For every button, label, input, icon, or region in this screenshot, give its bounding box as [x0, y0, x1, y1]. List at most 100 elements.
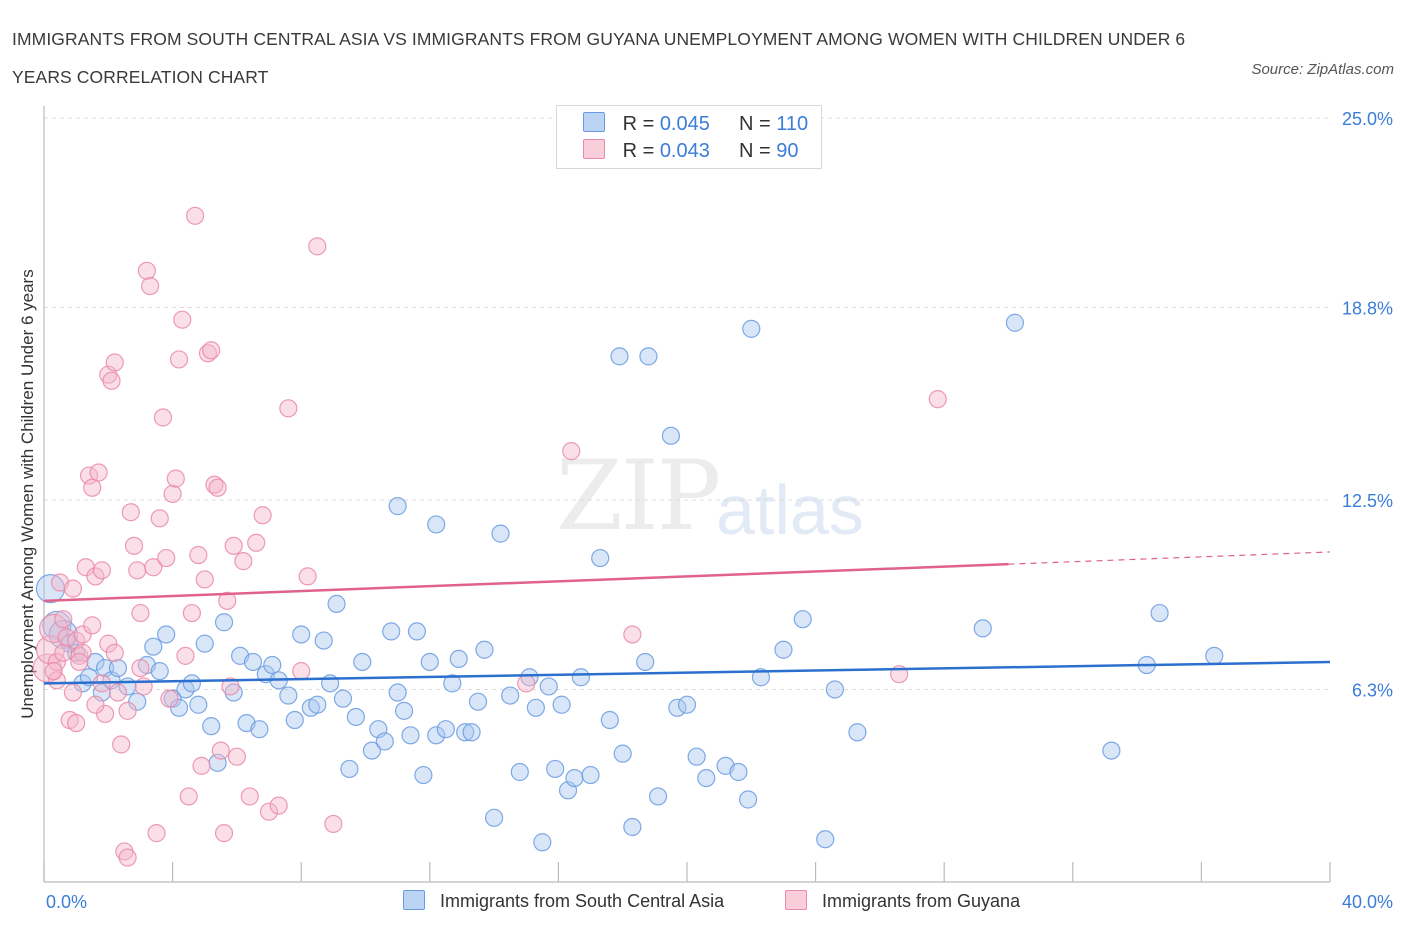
- point-south-central-asia: [639, 347, 658, 366]
- point-south-central-asia: [314, 631, 333, 650]
- legend-n-value: 90: [776, 140, 799, 162]
- point-guyana: [234, 552, 253, 571]
- point-south-central-asia: [697, 768, 716, 788]
- point-south-central-asia: [687, 747, 706, 766]
- point-south-central-asia: [774, 640, 793, 659]
- point-south-central-asia: [816, 830, 835, 849]
- legend-r-label: R =: [622, 140, 655, 162]
- point-guyana: [182, 603, 201, 623]
- point-guyana: [70, 652, 89, 672]
- x-tick-label-min: 0.0%: [46, 892, 87, 912]
- x-tick-label-max: 40.0%: [1342, 892, 1393, 912]
- point-guyana: [118, 848, 137, 867]
- point-south-central-asia: [263, 655, 282, 675]
- point-guyana: [189, 545, 208, 565]
- point-south-central-asia: [648, 787, 668, 806]
- point-south-central-asia: [394, 701, 414, 720]
- point-south-central-asia: [340, 759, 359, 779]
- point-guyana: [269, 796, 288, 815]
- point-guyana: [150, 509, 169, 528]
- point-south-central-asia: [526, 698, 545, 717]
- point-guyana: [176, 646, 195, 665]
- point-guyana: [105, 353, 124, 372]
- point-guyana: [83, 478, 102, 497]
- point-guyana: [240, 787, 259, 806]
- point-south-central-asia: [327, 594, 346, 614]
- trend-line-guyana-dashed: [1008, 551, 1331, 565]
- legend-r-value: 0.043: [659, 140, 710, 162]
- y-tick-label: 6.3%: [1352, 680, 1393, 700]
- point-south-central-asia: [375, 732, 394, 751]
- bottom-legend-swatch-pink: [785, 890, 807, 910]
- point-south-central-asia: [388, 497, 407, 516]
- legend-row-south-central-asia: R = 0.045 N = 110: [583, 112, 808, 138]
- point-guyana: [131, 658, 150, 678]
- point-guyana: [247, 533, 266, 552]
- point-south-central-asia: [108, 658, 128, 678]
- point-guyana: [195, 570, 214, 589]
- point-guyana: [623, 625, 642, 644]
- point-south-central-asia: [468, 692, 488, 711]
- legend-n-value: 110: [776, 113, 809, 135]
- point-guyana: [298, 567, 317, 586]
- point-guyana: [105, 643, 124, 662]
- bottom-legend-south-central-asia: Immigrants from South Central Asia: [403, 890, 724, 912]
- point-guyana: [67, 713, 86, 733]
- point-guyana: [95, 704, 115, 724]
- point-guyana: [54, 610, 73, 629]
- point-guyana: [292, 662, 311, 681]
- point-south-central-asia: [195, 634, 214, 653]
- point-south-central-asia: [401, 726, 420, 745]
- point-south-central-asia: [202, 717, 221, 736]
- legend-r-label: R =: [622, 113, 655, 135]
- legend-swatch-pink: [583, 139, 605, 159]
- point-guyana: [179, 787, 198, 806]
- point-south-central-asia: [427, 726, 446, 745]
- point-south-central-asia: [552, 695, 571, 714]
- point-south-central-asia: [539, 677, 558, 696]
- chart-source: Source: ZipAtlas.com: [1251, 61, 1394, 78]
- point-guyana: [147, 824, 166, 843]
- point-guyana: [92, 561, 111, 580]
- point-guyana: [153, 408, 173, 427]
- point-south-central-asia: [613, 744, 632, 763]
- point-south-central-asia: [333, 689, 353, 708]
- point-guyana: [169, 350, 189, 369]
- point-south-central-asia: [751, 668, 771, 687]
- point-guyana: [253, 506, 272, 525]
- point-south-central-asia: [449, 649, 468, 669]
- point-south-central-asia: [510, 762, 529, 782]
- point-guyana: [54, 643, 73, 662]
- point-south-central-asia: [636, 652, 655, 672]
- point-south-central-asia: [546, 759, 565, 779]
- trend-line-guyana: [43, 562, 1009, 603]
- point-south-central-asia: [86, 652, 105, 672]
- point-guyana: [173, 310, 192, 329]
- point-south-central-asia: [128, 692, 147, 711]
- point-south-central-asia: [285, 710, 304, 730]
- point-guyana: [73, 625, 92, 644]
- point-guyana: [99, 634, 118, 653]
- point-guyana: [63, 683, 83, 702]
- point-guyana: [517, 674, 536, 693]
- legend-n-label: N =: [739, 113, 771, 135]
- point-guyana: [144, 558, 163, 577]
- point-guyana: [324, 814, 343, 834]
- point-guyana: [279, 399, 298, 418]
- point-south-central-asia: [189, 695, 208, 714]
- point-south-central-asia: [427, 515, 446, 534]
- bottom-legend-label: Immigrants from Guyana: [822, 891, 1021, 911]
- point-guyana: [102, 371, 121, 390]
- point-south-central-asia: [214, 613, 234, 632]
- point-guyana: [63, 579, 83, 598]
- point-guyana: [128, 561, 147, 580]
- point-south-central-asia: [292, 625, 311, 644]
- point-south-central-asia: [279, 686, 298, 705]
- point-south-central-asia: [443, 674, 462, 693]
- legend-n-label: N =: [739, 140, 771, 162]
- point-guyana: [39, 613, 69, 643]
- point-south-central-asia: [533, 833, 552, 852]
- point-guyana: [198, 344, 218, 363]
- point-south-central-asia: [407, 622, 427, 641]
- point-south-central-asia: [456, 723, 475, 742]
